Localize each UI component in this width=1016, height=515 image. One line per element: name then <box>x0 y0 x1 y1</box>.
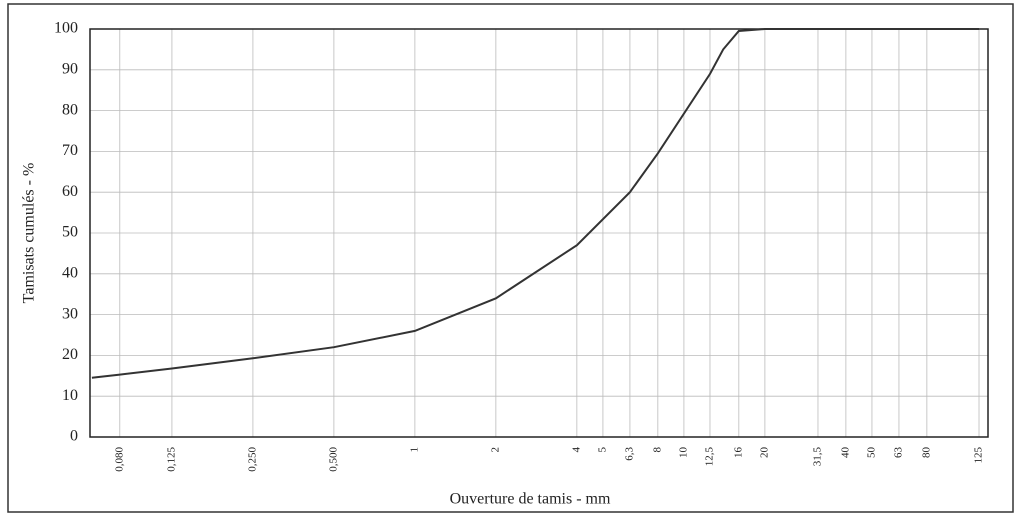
y-tick-label: 60 <box>62 183 78 200</box>
y-tick-label: 70 <box>62 142 78 159</box>
y-tick-label: 0 <box>70 428 78 445</box>
y-tick-label: 20 <box>62 346 78 363</box>
x-tick-label: 2 <box>489 447 501 453</box>
x-tick-label: 80 <box>920 447 932 459</box>
x-tick-label: 10 <box>677 447 689 459</box>
frame <box>7 3 1014 513</box>
x-tick-label: 6,3 <box>623 447 635 461</box>
x-tick-label: 8 <box>651 447 663 453</box>
plot-area <box>89 28 989 438</box>
y-tick-label: 40 <box>62 264 78 281</box>
x-tick-label: 0,125 <box>165 447 177 472</box>
y-tick-label: 100 <box>54 20 78 37</box>
x-tick-label: 12,5 <box>704 447 716 467</box>
y-tick-label: 30 <box>62 305 78 322</box>
x-tick-label: 4 <box>570 447 582 453</box>
x-tick-label: 1 <box>408 447 420 453</box>
x-tick-label: 5 <box>596 447 608 453</box>
x-tick-label: 40 <box>839 447 851 459</box>
x-tick-label: 16 <box>732 447 744 459</box>
line <box>91 28 979 379</box>
y-tick-label: 80 <box>62 101 78 118</box>
x-tick-label: 125 <box>973 447 985 464</box>
x-tick-label: 63 <box>892 447 904 459</box>
x-tick-label: 0,250 <box>246 447 258 472</box>
y-axis-label: Tamisats cumulés - % <box>21 163 38 304</box>
x-tick-label: 31,5 <box>811 447 823 467</box>
y-tick-label: 90 <box>62 60 78 77</box>
x-tick-label: 0,500 <box>327 447 339 472</box>
y-tick-label: 10 <box>62 387 78 404</box>
x-axis-label: Ouverture de tamis - mm <box>450 491 611 508</box>
x-tick-label: 0,080 <box>113 447 125 472</box>
x-tick-label: 50 <box>865 447 877 459</box>
x-tick-label: 20 <box>758 447 770 459</box>
y-tick-label: 50 <box>62 224 78 241</box>
